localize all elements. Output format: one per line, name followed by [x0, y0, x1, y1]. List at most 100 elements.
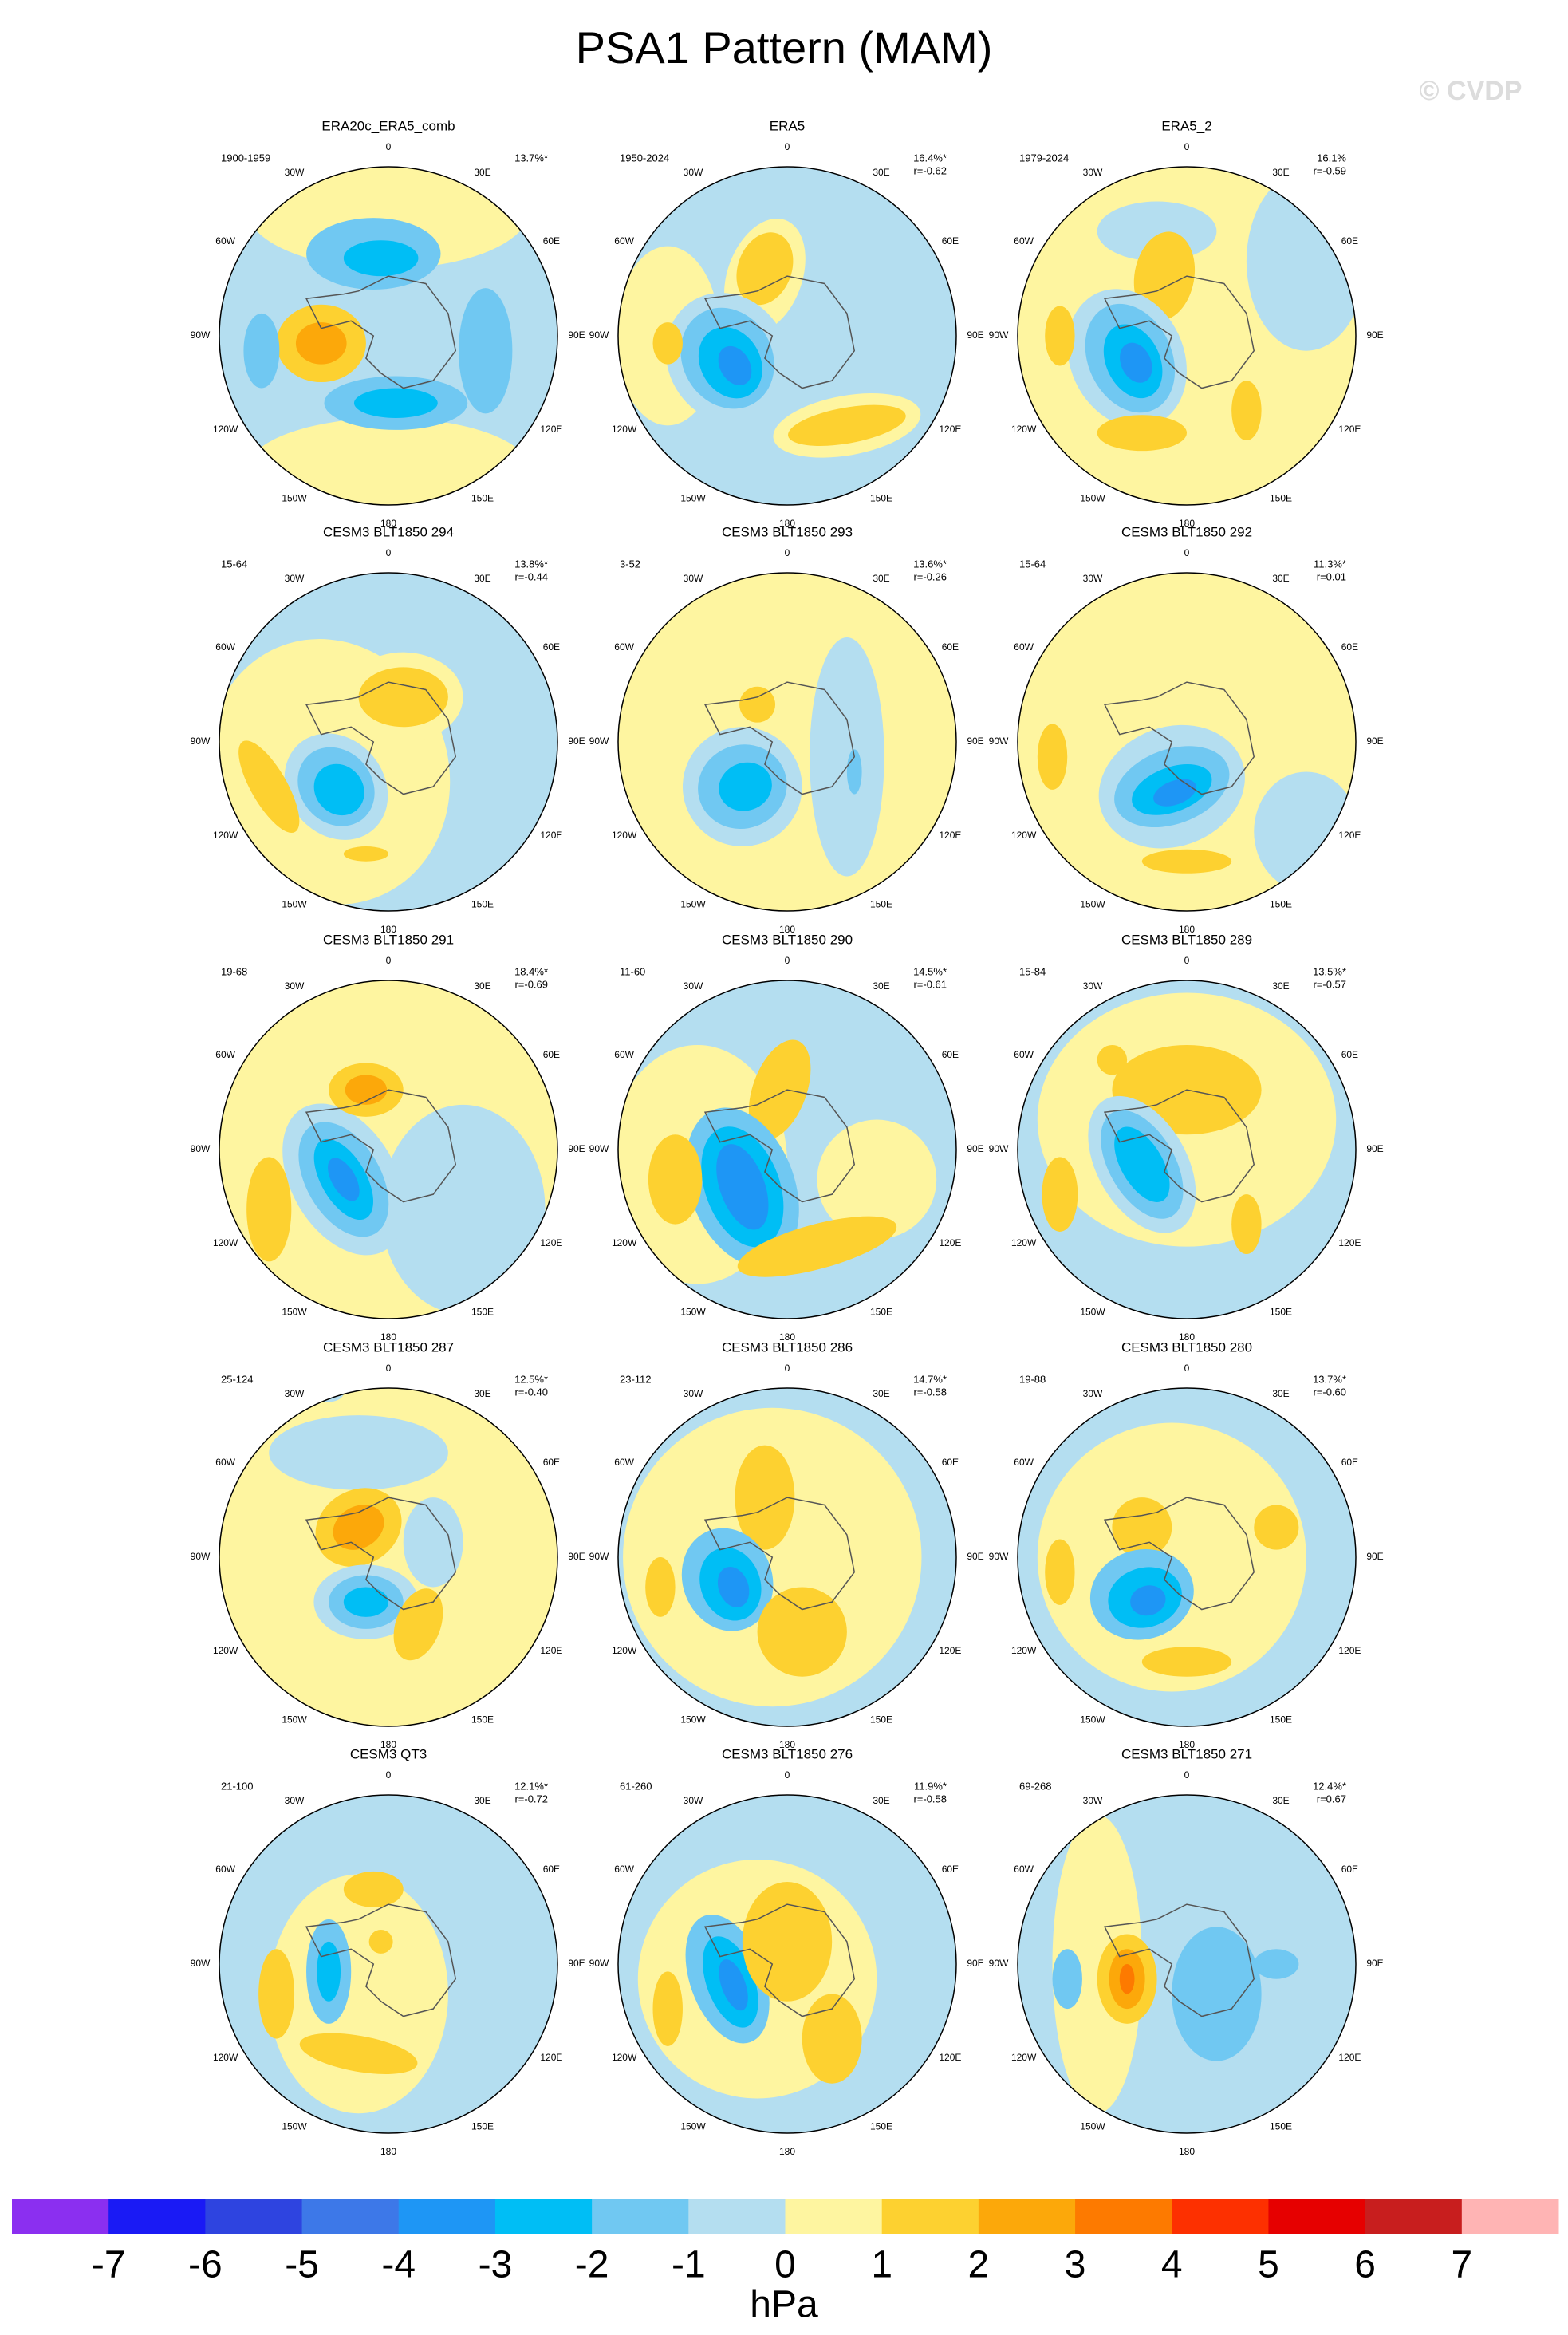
field [219, 573, 557, 911]
panel-title: CESM3 BLT1850 287 [323, 1339, 454, 1355]
longitude-label: 60E [942, 235, 959, 247]
longitude-label: 180 [380, 2146, 396, 2157]
coastline [305, 275, 457, 389]
field-contour [1231, 381, 1262, 441]
longitude-label: 150E [1270, 493, 1292, 504]
longitude-label: 150W [680, 493, 706, 504]
colorbar-tick-label: 5 [1258, 2244, 1279, 2286]
colorbar-tick-label: 2 [968, 2244, 990, 2286]
coastline [305, 1903, 457, 2017]
longitude-label: 90W [191, 736, 211, 747]
longitude-label: 30E [1272, 980, 1289, 992]
coastline [1103, 681, 1255, 795]
colorbar-tick-label: 4 [1161, 2244, 1183, 2286]
colorbar-box [1268, 2199, 1366, 2234]
longitude-label: 90W [589, 1958, 609, 1969]
panel-variance: 12.1%* [514, 1780, 548, 1792]
panel-title: CESM3 BLT1850 292 [1121, 524, 1252, 539]
longitude-label: 180 [779, 1739, 795, 1750]
field-contour [1153, 779, 1196, 807]
field-contour [295, 322, 347, 365]
longitude-label: 120W [612, 830, 637, 841]
panel-period: 23-112 [620, 1373, 652, 1385]
panel-period: 21-100 [221, 1780, 253, 1792]
longitude-label: 30W [285, 980, 305, 992]
panel-variance: 14.5%* [913, 965, 947, 977]
panel-correlation: r=-0.58 [913, 1793, 947, 1804]
longitude-label: 30E [1272, 573, 1289, 584]
longitude-label: 90E [1366, 1958, 1383, 1969]
longitude-label: 0 [386, 141, 392, 152]
longitude-label: 150E [471, 2121, 494, 2132]
longitude-label: 180 [779, 518, 795, 529]
longitude-label: 180 [1179, 1331, 1195, 1343]
longitude-label: 150E [1270, 1714, 1292, 1726]
field [618, 1388, 956, 1726]
longitude-label: 30W [684, 1388, 703, 1399]
field-contour [817, 1119, 937, 1240]
panel-variance: 11.3%* [1314, 558, 1346, 570]
longitude-label: 0 [785, 955, 790, 966]
field [1018, 167, 1356, 505]
field [618, 573, 956, 911]
field-contour [393, 1588, 443, 1661]
longitude-label: 120E [1338, 830, 1361, 841]
field-contour [1141, 849, 1232, 874]
longitude-label: 60E [543, 641, 560, 653]
panel-correlation: r=-0.58 [913, 1386, 947, 1398]
field [618, 167, 956, 505]
coastline [1103, 1903, 1255, 2017]
longitude-label: 30W [1083, 1795, 1103, 1806]
panel-period: 1900-1959 [221, 152, 270, 164]
field-contour [1112, 1497, 1172, 1558]
colorbar-box [494, 2199, 593, 2234]
map-panel: CESM3 BLT1850 291 19-68 18.4%*r=-0.69 0 30E 6… [191, 932, 585, 1343]
panel-variance: 13.8%* [514, 558, 548, 570]
longitude-label: 180 [380, 1739, 396, 1750]
longitude-label: 60W [215, 1457, 235, 1468]
longitude-label: 90W [191, 1958, 211, 1969]
longitude-label: 180 [779, 924, 795, 935]
panel-variance: 13.7%* [514, 152, 548, 164]
longitude-label: 30W [285, 167, 305, 178]
field-contour [1133, 231, 1196, 321]
field-contour [739, 686, 776, 723]
panel-title: CESM3 BLT1850 276 [722, 1746, 853, 1761]
field-contour [258, 1949, 295, 2039]
panel-correlation: r=-0.57 [1313, 978, 1346, 990]
map-panel: CESM3 BLT1850 293 3-52 13.6%*r=-0.26 0 30E 60… [589, 524, 984, 935]
longitude-label: 90E [967, 736, 983, 747]
panel-correlation: r=0.67 [1317, 1793, 1346, 1804]
field-contour [1141, 1647, 1232, 1677]
colorbar-tick-label: -6 [188, 2244, 223, 2286]
field-contour [757, 1587, 847, 1677]
longitude-label: 30W [684, 167, 703, 178]
longitude-label: 120W [612, 424, 637, 435]
field-contour [716, 1144, 769, 1230]
longitude-label: 120E [939, 2052, 961, 2063]
field-contour [333, 1505, 384, 1550]
field-contour [343, 846, 389, 862]
field-contour [299, 2033, 418, 2074]
map-border [1017, 1794, 1357, 2134]
map-border [617, 980, 957, 1319]
longitude-label: 60W [1014, 1049, 1034, 1060]
map-border [1017, 980, 1357, 1319]
longitude-label: 60E [1341, 235, 1358, 247]
colorbar-box [688, 2199, 786, 2234]
longitude-label: 150W [680, 1307, 706, 1318]
longitude-label: 0 [386, 1363, 392, 1374]
colorbar-box [1365, 2199, 1463, 2234]
field [618, 980, 956, 1319]
map-border [617, 572, 957, 912]
longitude-label: 60W [1014, 235, 1034, 247]
longitude-label: 120E [540, 1237, 562, 1248]
coastline [305, 681, 457, 795]
longitude-label: 90W [191, 1551, 211, 1562]
field-contour [246, 417, 530, 505]
longitude-label: 150W [1080, 1307, 1105, 1318]
longitude-label: 30W [684, 1795, 703, 1806]
map-border [219, 572, 558, 912]
longitude-label: 150W [680, 899, 706, 910]
longitude-label: 0 [1184, 955, 1190, 966]
